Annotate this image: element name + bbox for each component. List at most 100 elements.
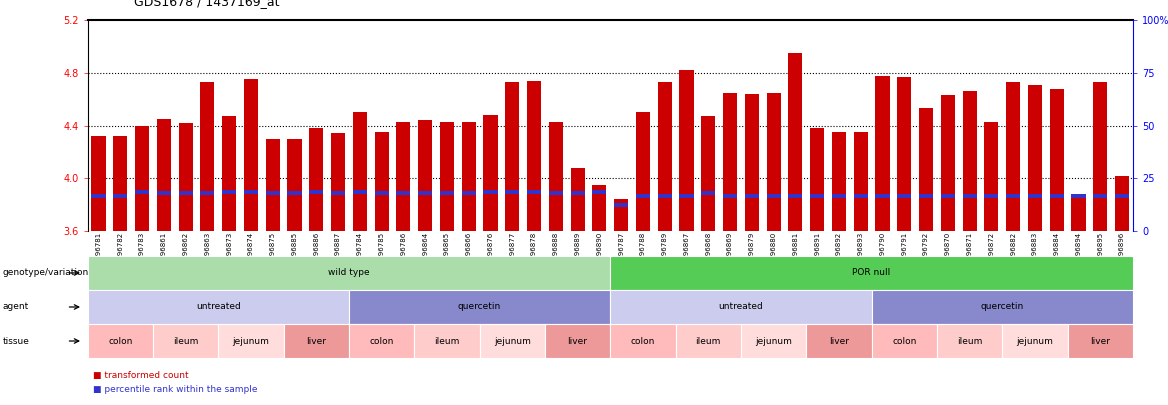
Text: agent: agent: [2, 303, 28, 311]
Bar: [811, 128, 825, 231]
Bar: [570, 168, 585, 231]
Bar: [592, 185, 606, 231]
Bar: [461, 122, 475, 231]
Bar: [962, 194, 976, 198]
Bar: [897, 77, 911, 231]
Bar: [287, 191, 301, 195]
Bar: [396, 191, 410, 195]
Bar: [179, 123, 193, 231]
Bar: [222, 190, 236, 194]
Bar: [331, 133, 345, 231]
Bar: [876, 194, 890, 198]
Bar: [919, 194, 933, 198]
Text: untreated: untreated: [196, 303, 241, 311]
Bar: [549, 191, 563, 195]
Text: colon: colon: [892, 337, 917, 345]
Text: quercetin: quercetin: [458, 303, 501, 311]
Text: liver: liver: [829, 337, 849, 345]
Text: GDS1678 / 1437169_at: GDS1678 / 1437169_at: [134, 0, 280, 8]
Bar: [527, 190, 541, 194]
Text: ileum: ileum: [173, 337, 199, 345]
Text: colon: colon: [369, 337, 394, 345]
Bar: [962, 91, 976, 231]
Bar: [1115, 175, 1129, 231]
Text: jejunum: jejunum: [494, 337, 530, 345]
Bar: [745, 94, 759, 231]
Bar: [375, 132, 389, 231]
Bar: [113, 194, 127, 198]
Text: liver: liver: [568, 337, 588, 345]
Bar: [440, 191, 454, 195]
Bar: [1071, 194, 1085, 198]
Bar: [832, 132, 846, 231]
Bar: [375, 191, 389, 195]
Bar: [1115, 194, 1129, 198]
Bar: [854, 132, 868, 231]
Bar: [91, 194, 105, 198]
Text: ileum: ileum: [696, 337, 721, 345]
Bar: [701, 116, 715, 231]
Bar: [766, 194, 780, 198]
Bar: [222, 116, 236, 231]
Text: colon: colon: [631, 337, 655, 345]
Bar: [331, 191, 345, 195]
Bar: [484, 190, 498, 194]
Text: jejunum: jejunum: [232, 337, 270, 345]
Bar: [745, 194, 759, 198]
Bar: [1071, 194, 1085, 231]
Bar: [461, 191, 475, 195]
Bar: [440, 122, 454, 231]
Bar: [157, 119, 171, 231]
Bar: [1050, 194, 1064, 198]
Bar: [658, 194, 672, 198]
Bar: [788, 194, 802, 198]
Bar: [614, 203, 628, 207]
Bar: [985, 194, 999, 198]
Bar: [1006, 82, 1021, 231]
Bar: [701, 191, 715, 195]
Bar: [310, 190, 324, 194]
Bar: [244, 79, 258, 231]
Bar: [200, 82, 215, 231]
Bar: [353, 190, 367, 194]
Bar: [723, 93, 737, 231]
Text: liver: liver: [1090, 337, 1111, 345]
Text: untreated: untreated: [718, 303, 764, 311]
Bar: [265, 139, 280, 231]
Bar: [396, 122, 410, 231]
Bar: [506, 190, 520, 194]
Bar: [549, 122, 563, 231]
Bar: [635, 194, 651, 198]
Bar: [1028, 85, 1042, 231]
Bar: [658, 82, 672, 231]
Bar: [1093, 82, 1107, 231]
Text: POR null: POR null: [853, 269, 891, 277]
Bar: [940, 95, 955, 231]
Bar: [418, 191, 432, 195]
Bar: [811, 194, 825, 198]
Bar: [832, 194, 846, 198]
Text: ■ transformed count: ■ transformed count: [93, 371, 189, 380]
Text: liver: liver: [306, 337, 326, 345]
Bar: [287, 139, 301, 231]
Bar: [179, 191, 193, 195]
Bar: [614, 199, 628, 231]
Bar: [723, 194, 737, 198]
Text: jejunum: jejunum: [756, 337, 792, 345]
Bar: [484, 115, 498, 231]
Bar: [113, 136, 127, 231]
Bar: [527, 81, 541, 231]
Bar: [766, 93, 780, 231]
Bar: [985, 122, 999, 231]
Bar: [635, 112, 651, 231]
Text: quercetin: quercetin: [981, 303, 1024, 311]
Bar: [353, 112, 367, 231]
Bar: [592, 190, 606, 194]
Text: ileum: ileum: [434, 337, 460, 345]
Bar: [854, 194, 868, 198]
Text: tissue: tissue: [2, 337, 29, 345]
Text: jejunum: jejunum: [1016, 337, 1054, 345]
Bar: [1006, 194, 1021, 198]
Bar: [135, 190, 150, 194]
Bar: [876, 75, 890, 231]
